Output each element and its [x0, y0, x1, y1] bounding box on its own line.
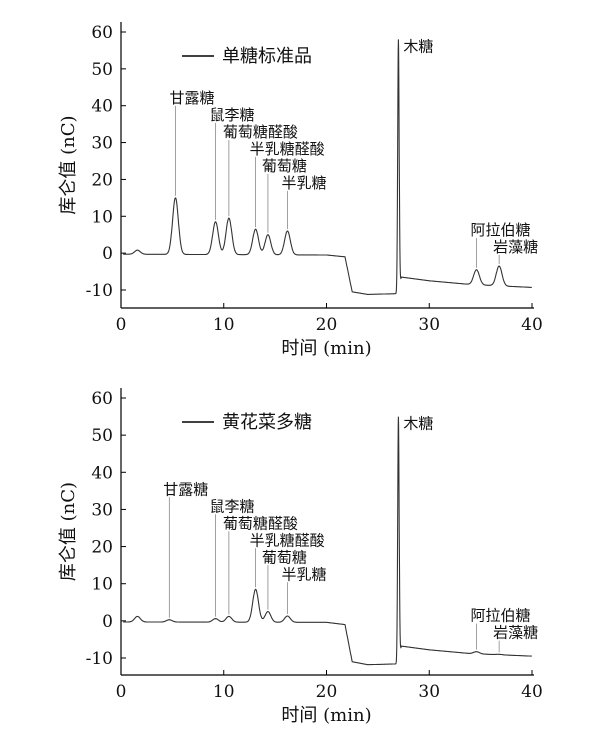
legend-label: 黄花菜多糖 — [222, 412, 312, 433]
y-tick-label: 10 — [91, 207, 113, 227]
y-tick-label: 50 — [91, 426, 113, 446]
chromatogram-trace — [123, 39, 532, 295]
y-tick-label: 50 — [91, 60, 113, 80]
peak-label: 阿拉伯糖 — [471, 607, 531, 625]
x-axis-label: 时间 (min) — [281, 338, 371, 359]
peak-label: 葡萄糖 — [262, 548, 307, 566]
x-tick-label: 30 — [418, 315, 440, 335]
peak-label: 葡萄糖醛酸 — [223, 123, 298, 141]
x-tick-label: 10 — [213, 682, 235, 702]
x-tick-label: 20 — [316, 682, 338, 702]
peak-label: 阿拉伯糖 — [471, 221, 531, 239]
y-tick-label: 40 — [91, 463, 113, 483]
x-tick-label: 0 — [116, 315, 127, 335]
peak-label: 鼠李糖 — [210, 106, 255, 124]
peak-label: 半乳糖醛酸 — [250, 140, 325, 158]
peak-label: 木糖 — [403, 415, 433, 433]
y-tick-label: 30 — [91, 500, 113, 520]
legend-label: 单糖标准品 — [222, 46, 312, 67]
y-tick-label: 60 — [91, 389, 113, 409]
x-tick-label: 40 — [521, 315, 543, 335]
y-tick-label: 10 — [91, 575, 113, 595]
peak-label: 木糖 — [403, 37, 433, 55]
y-tick-label: 20 — [91, 170, 113, 190]
y-tick-label: 30 — [91, 134, 113, 154]
x-tick-label: 40 — [521, 682, 543, 702]
y-axis-label: 库仑值 (nC) — [58, 115, 79, 214]
y-tick-label: -10 — [86, 281, 113, 301]
x-tick-label: 20 — [316, 315, 338, 335]
x-tick-label: 10 — [213, 315, 235, 335]
peak-label: 岩藻糖 — [493, 624, 538, 642]
peak-label: 鼠李糖 — [210, 497, 255, 515]
peak-label: 葡萄糖 — [262, 157, 307, 175]
peak-label: 半乳糖 — [281, 565, 326, 583]
x-tick-label: 0 — [116, 682, 127, 702]
x-tick-label: 30 — [418, 682, 440, 702]
y-tick-label: 0 — [102, 244, 113, 264]
y-tick-label: 0 — [102, 612, 113, 632]
peak-label: 甘露糖 — [163, 480, 208, 498]
peak-label: 岩藻糖 — [493, 238, 538, 256]
peak-label: 甘露糖 — [169, 89, 214, 107]
peak-label: 半乳糖 — [281, 174, 326, 192]
peak-label: 葡萄糖醛酸 — [223, 514, 298, 532]
y-tick-label: 20 — [91, 538, 113, 558]
y-tick-label: -10 — [86, 649, 113, 669]
chromatogram-trace — [123, 416, 532, 666]
peak-label: 半乳糖醛酸 — [250, 531, 325, 549]
x-axis-label: 时间 (min) — [281, 705, 371, 726]
y-axis-label: 库仑值 (nC) — [58, 482, 79, 581]
y-tick-label: 60 — [91, 23, 113, 43]
y-tick-label: 40 — [91, 97, 113, 117]
